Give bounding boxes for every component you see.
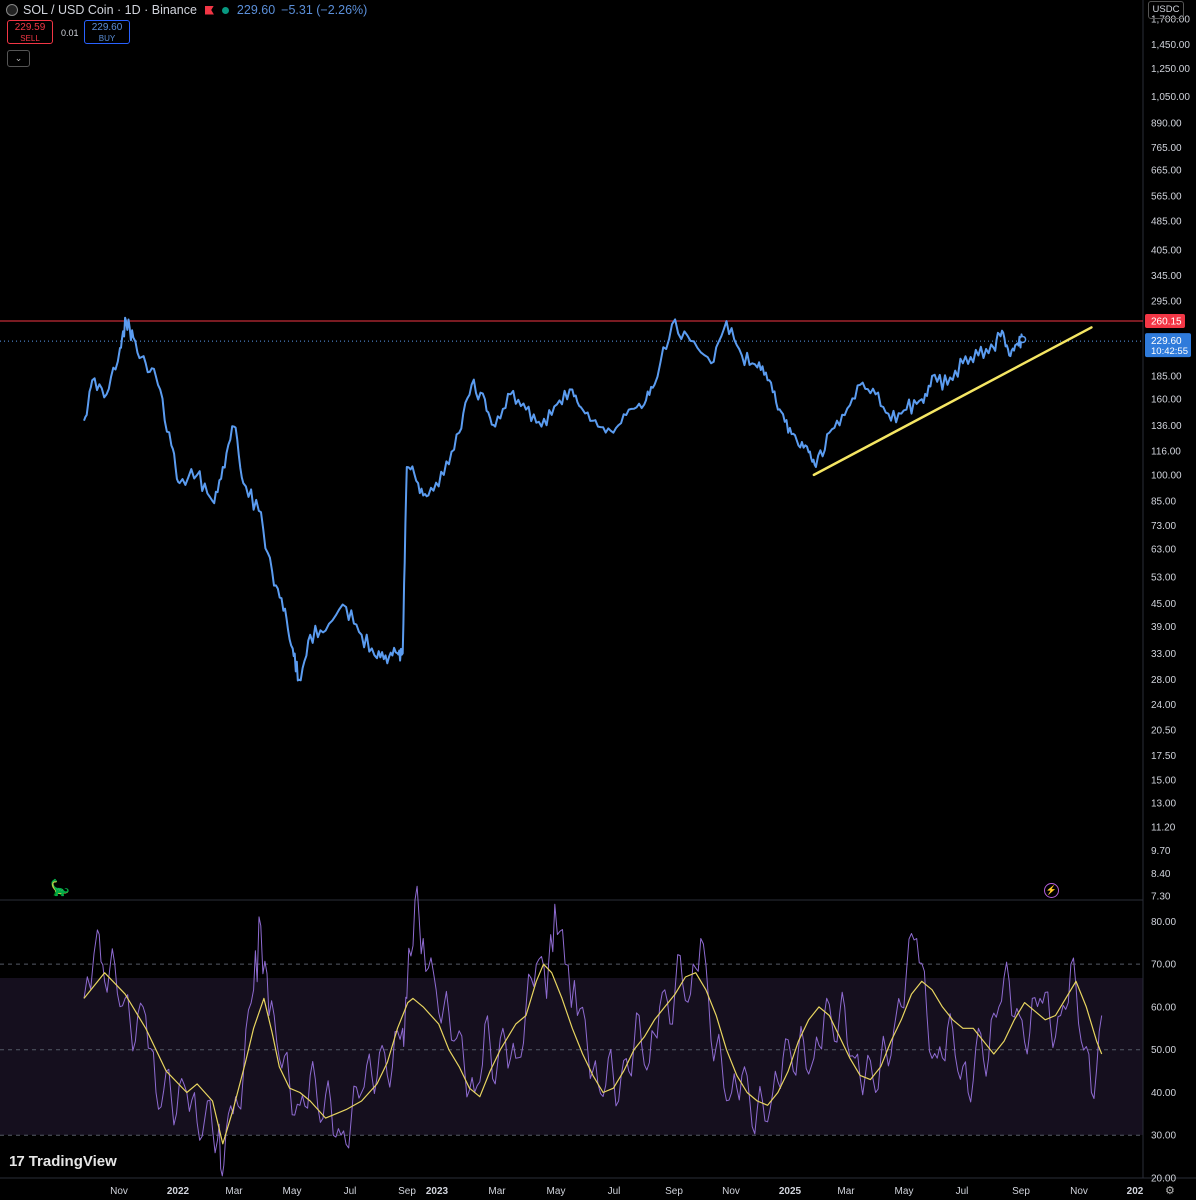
collapse-legend-button[interactable]: ⌄ bbox=[7, 50, 30, 67]
support-trendline[interactable] bbox=[812, 326, 1093, 477]
time-axis-tick: Jul bbox=[344, 1186, 357, 1197]
flag-icon[interactable] bbox=[204, 5, 214, 15]
price-axis-tick: 8.40 bbox=[1151, 869, 1171, 880]
time-axis-tick: 2025 bbox=[779, 1186, 802, 1197]
last-price-label-bg bbox=[1145, 333, 1191, 358]
price-axis-tick: 765.00 bbox=[1151, 143, 1182, 154]
price-axis-tick: 85.00 bbox=[1151, 497, 1176, 508]
sell-label: SELL bbox=[20, 34, 40, 43]
price-axis-tick: 116.00 bbox=[1151, 446, 1181, 457]
price-axis-tick: 33.00 bbox=[1151, 649, 1176, 660]
time-axis-tick: 202 bbox=[1127, 1186, 1144, 1197]
time-axis-tick: Nov bbox=[722, 1186, 740, 1197]
tradingview-logo[interactable]: 17 TradingView bbox=[9, 1153, 117, 1170]
time-axis-tick: Mar bbox=[837, 1186, 855, 1197]
lightning-icon[interactable]: ⚡ bbox=[1044, 883, 1059, 898]
sell-button[interactable]: 229.59 SELL bbox=[7, 20, 53, 44]
time-axis-tick: Jul bbox=[956, 1186, 969, 1197]
price-axis-tick: 13.00 bbox=[1151, 799, 1176, 810]
price-axis-tick: 890.00 bbox=[1151, 119, 1182, 130]
price-axis-tick: 136.00 bbox=[1151, 421, 1182, 432]
header-change: −5.31 (−2.26%) bbox=[281, 3, 368, 17]
time-axis-tick: May bbox=[895, 1186, 914, 1197]
rsi-axis-tick: 70.00 bbox=[1151, 960, 1176, 971]
header-price: 229.60 bbox=[236, 3, 276, 17]
time-axis-tick: Mar bbox=[225, 1186, 243, 1197]
time-axis-tick: Jul bbox=[608, 1186, 621, 1197]
price-axis-tick: 20.50 bbox=[1151, 725, 1176, 736]
price-axis-tick: 1,250.00 bbox=[1151, 64, 1190, 75]
price-axis-tick: 24.00 bbox=[1151, 700, 1176, 711]
price-axis-tick: 73.00 bbox=[1151, 521, 1176, 532]
last-price-marker bbox=[1018, 335, 1027, 344]
rsi-axis-tick: 20.00 bbox=[1151, 1174, 1176, 1185]
price-axis-tick: 665.00 bbox=[1151, 166, 1182, 177]
price-axis-tick: 7.30 bbox=[1151, 892, 1171, 903]
spread-value: 0.01 bbox=[61, 28, 79, 38]
sol-coin-icon bbox=[6, 4, 18, 16]
time-axis-tick: Sep bbox=[1012, 1186, 1030, 1197]
time-axis-tick: Sep bbox=[665, 1186, 683, 1197]
price-axis-tick: 9.70 bbox=[1151, 846, 1171, 857]
price-axis-tick: 160.00 bbox=[1151, 395, 1182, 406]
rsi-line[interactable] bbox=[83, 885, 1103, 1177]
resistance-label-bg bbox=[1145, 314, 1185, 329]
tradingview-mark-icon: 17 bbox=[9, 1153, 25, 1170]
rsi-ma-line[interactable] bbox=[83, 963, 1103, 1145]
time-axis-tick: 2023 bbox=[426, 1186, 449, 1197]
tradingview-logo-text: TradingView bbox=[28, 1153, 117, 1170]
rsi-axis-tick: 40.00 bbox=[1151, 1088, 1176, 1099]
price-axis-tick: 1,700.00 bbox=[1151, 15, 1190, 26]
price-axis-tick: 15.00 bbox=[1151, 776, 1176, 787]
resistance-label: 260.15 bbox=[1151, 317, 1182, 328]
countdown-label: 10:42:55 bbox=[1151, 346, 1188, 357]
price-axis-tick: 345.00 bbox=[1151, 271, 1182, 282]
price-axis-tick: 295.00 bbox=[1151, 296, 1182, 307]
currency-selector[interactable]: USDC bbox=[1148, 1, 1184, 19]
symbol-title: SOL / USD Coin · 1D · Binance bbox=[23, 3, 197, 17]
price-axis-tick: 1,050.00 bbox=[1151, 92, 1190, 103]
time-axis-tick: Nov bbox=[110, 1186, 128, 1197]
time-axis-tick: Mar bbox=[488, 1186, 506, 1197]
buy-label: BUY bbox=[98, 34, 116, 43]
dinosaur-icon[interactable]: 🦕 bbox=[50, 880, 70, 897]
market-open-icon bbox=[221, 6, 229, 14]
time-axis-tick: Sep bbox=[398, 1186, 416, 1197]
buy-button[interactable]: 229.60 BUY bbox=[84, 20, 130, 44]
price-axis-tick: 565.00 bbox=[1151, 192, 1182, 203]
price-axis-tick: 45.00 bbox=[1151, 599, 1176, 610]
chevron-down-icon: ⌄ bbox=[14, 53, 23, 63]
price-axis-tick: 185.00 bbox=[1151, 371, 1182, 382]
symbol-header[interactable]: SOL / USD Coin · 1D · Binance 229.60 −5.… bbox=[6, 2, 367, 18]
rsi-axis-tick: 50.00 bbox=[1151, 1045, 1176, 1056]
price-axis-tick: 11.20 bbox=[1151, 823, 1176, 834]
price-axis-tick: 28.00 bbox=[1151, 675, 1176, 686]
last-price-label: 229.60 bbox=[1151, 336, 1182, 347]
price-axis-tick: 53.00 bbox=[1151, 573, 1176, 584]
time-axis-tick: 2022 bbox=[167, 1186, 190, 1197]
time-axis-tick: May bbox=[547, 1186, 566, 1197]
price-axis-tick: 17.50 bbox=[1151, 751, 1176, 762]
buy-price: 229.60 bbox=[91, 22, 123, 33]
price-axis-tick: 1,450.00 bbox=[1151, 40, 1190, 51]
rsi-axis-tick: 60.00 bbox=[1151, 1002, 1176, 1013]
price-axis-tick: 485.00 bbox=[1151, 216, 1182, 227]
price-axis-tick: 39.00 bbox=[1151, 622, 1176, 633]
price-axis-tick: 63.00 bbox=[1151, 545, 1176, 556]
price-axis-tick: 100.00 bbox=[1151, 470, 1182, 481]
price-series-line[interactable] bbox=[83, 316, 1024, 682]
price-axis-tick: 405.00 bbox=[1151, 245, 1182, 256]
time-axis-tick: Nov bbox=[1070, 1186, 1088, 1197]
rsi-axis-tick: 80.00 bbox=[1151, 917, 1176, 928]
time-axis-tick: May bbox=[283, 1186, 302, 1197]
settings-gear-icon[interactable]: ⚙ bbox=[1165, 1185, 1175, 1197]
rsi-axis-tick: 30.00 bbox=[1151, 1131, 1176, 1142]
sell-price: 229.59 bbox=[14, 22, 46, 33]
